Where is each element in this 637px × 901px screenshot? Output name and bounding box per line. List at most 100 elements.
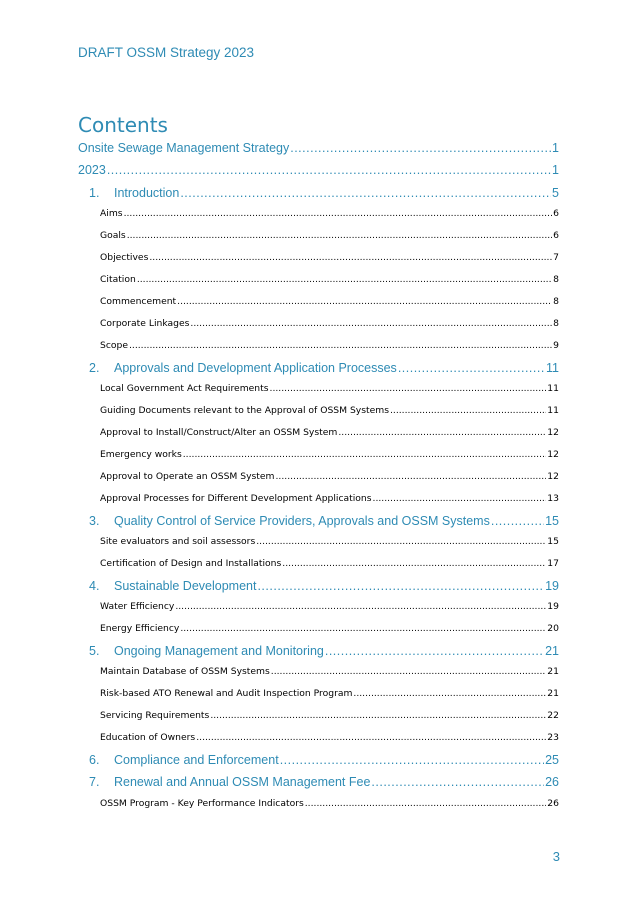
toc-entry-label: Approval Processes for Different Develop… <box>100 493 372 504</box>
toc-entry[interactable]: Approval to Operate an OSSM System 12 <box>100 471 559 482</box>
toc-entry-label: Approvals and Development Application Pr… <box>114 361 397 375</box>
toc-entry[interactable]: Education of Owners 23 <box>100 732 559 743</box>
toc-entry[interactable]: 2023 1 <box>78 163 559 177</box>
toc-entry-label: Renewal and Annual OSSM Management Fee <box>114 775 371 789</box>
toc-entry-number: 7. <box>89 775 100 789</box>
toc-entry-number: 4. <box>89 579 100 593</box>
contents-heading: Contents <box>78 113 168 137</box>
toc-entry-page: 26 <box>547 798 559 809</box>
toc-dot-leader <box>276 471 547 482</box>
toc-entry-page: 12 <box>547 449 559 460</box>
toc-entry[interactable]: Aims 6 <box>100 208 559 219</box>
toc-entry[interactable]: 5. Ongoing Management and Monitoring 21 <box>89 644 559 658</box>
toc-dot-leader <box>175 601 546 612</box>
toc-dot-leader <box>196 732 546 743</box>
toc-entry-label: Onsite Sewage Management Strategy <box>78 141 290 155</box>
toc-dot-leader <box>290 141 551 155</box>
toc-dot-leader <box>373 493 547 504</box>
toc-entry[interactable]: Maintain Database of OSSM Systems 21 <box>100 666 559 677</box>
toc-entry-page: 13 <box>547 493 559 504</box>
toc-entry[interactable]: Approval to Install/Construct/Alter an O… <box>100 427 559 438</box>
toc-entry[interactable]: Corporate Linkages 8 <box>100 318 559 329</box>
toc-entry[interactable]: 2. Approvals and Development Application … <box>89 361 559 375</box>
toc-entry[interactable]: Guiding Documents relevant to the Approv… <box>100 405 559 416</box>
toc-entry-page: 11 <box>547 383 559 394</box>
toc-entry-page: 22 <box>547 710 559 721</box>
page-number: 3 <box>552 849 560 864</box>
toc-entry[interactable]: Onsite Sewage Management Strategy 1 <box>78 141 559 155</box>
toc-entry[interactable]: Certification of Design and Installation… <box>100 558 559 569</box>
toc-entry-label: Scope <box>100 340 128 351</box>
toc-entry[interactable]: Local Government Act Requirements 11 <box>100 383 559 394</box>
toc-entry-label: Emergency works <box>100 449 182 460</box>
toc-dot-leader <box>210 710 546 721</box>
toc-dot-leader <box>180 623 546 634</box>
toc-dot-leader <box>256 536 546 547</box>
toc-dot-leader <box>190 318 552 329</box>
toc-dot-leader <box>180 186 551 200</box>
toc-entry[interactable]: Scope 9 <box>100 340 559 351</box>
toc-entry-page: 21 <box>547 688 559 699</box>
toc-entry-label: Servicing Requirements <box>100 710 210 721</box>
toc-entry-page: 25 <box>545 753 559 767</box>
toc-entry-page: 11 <box>546 361 559 375</box>
toc-entry-number: 6. <box>89 753 100 767</box>
toc-entry-page: 19 <box>547 601 559 612</box>
toc-entry-page: 8 <box>553 318 559 329</box>
toc-entry-page: 21 <box>547 666 559 677</box>
toc-dot-leader <box>325 644 544 658</box>
toc-dot-leader <box>338 427 546 438</box>
toc-entry-page: 15 <box>547 536 559 547</box>
toc-entry-page: 5 <box>552 186 559 200</box>
toc-entry[interactable]: Risk-based ATO Renewal and Audit Inspect… <box>100 688 559 699</box>
toc-entry[interactable]: Servicing Requirements 22 <box>100 710 559 721</box>
toc-entry[interactable]: 6. Compliance and Enforcement 25 <box>89 753 559 767</box>
toc-entry[interactable]: Citation 8 <box>100 274 559 285</box>
toc-dot-leader <box>353 688 546 699</box>
toc-entry-number: 2. <box>89 361 100 375</box>
toc-dot-leader <box>398 361 545 375</box>
toc-entry[interactable]: 3. Quality Control of Service Providers, … <box>89 514 559 528</box>
toc-entry-page: 6 <box>553 230 559 241</box>
toc-entry[interactable]: Commencement 8 <box>100 296 559 307</box>
toc-entry[interactable]: OSSM Program - Key Performance Indicator… <box>100 798 559 809</box>
toc-entry[interactable]: Water Efficiency 19 <box>100 601 559 612</box>
toc-entry-page: 15 <box>545 514 559 528</box>
toc-dot-leader <box>371 775 544 789</box>
toc-entry[interactable]: 4. Sustainable Development 19 <box>89 579 559 593</box>
toc-dot-leader <box>107 163 551 177</box>
toc-entry-label: Citation <box>100 274 136 285</box>
toc-entry[interactable]: Goals 6 <box>100 230 559 241</box>
toc-entry[interactable]: 1. Introduction 5 <box>89 186 559 200</box>
toc-dot-leader <box>390 405 546 416</box>
toc-entry[interactable]: Approval Processes for Different Develop… <box>100 493 559 504</box>
toc-entry-page: 8 <box>553 274 559 285</box>
toc-dot-leader <box>491 514 544 528</box>
toc-entry-page: 12 <box>547 471 559 482</box>
toc-entry-number: 5. <box>89 644 100 658</box>
toc-entry-page: 7 <box>553 252 559 263</box>
toc-entry-label: 2023 <box>78 163 106 177</box>
toc-dot-leader <box>124 208 553 219</box>
toc-dot-leader <box>127 230 552 241</box>
toc-entry-page: 21 <box>545 644 559 658</box>
toc-entry[interactable]: Site evaluators and soil assessors 15 <box>100 536 559 547</box>
toc-entry-label: Aims <box>100 208 123 219</box>
toc-entry-page: 19 <box>545 579 559 593</box>
toc-entry-label: Compliance and Enforcement <box>114 753 279 767</box>
toc-entry-page: 11 <box>547 405 559 416</box>
toc-entry[interactable]: Energy Efficiency 20 <box>100 623 559 634</box>
toc-entry-page: 17 <box>547 558 559 569</box>
toc-entry-label: Maintain Database of OSSM Systems <box>100 666 270 677</box>
toc-entry[interactable]: Objectives 7 <box>100 252 559 263</box>
toc-entry-label: Sustainable Development <box>114 579 257 593</box>
toc-entry[interactable]: Emergency works 12 <box>100 449 559 460</box>
toc-dot-leader <box>129 340 552 351</box>
toc-entry-label: Water Efficiency <box>100 601 175 612</box>
toc-dot-leader <box>257 579 544 593</box>
toc-entry-label: Local Government Act Requirements <box>100 383 269 394</box>
toc-entry[interactable]: 7. Renewal and Annual OSSM Management Fee… <box>89 775 559 789</box>
toc-entry-label: Approval to Operate an OSSM System <box>100 471 275 482</box>
toc-entry-page: 1 <box>552 141 559 155</box>
